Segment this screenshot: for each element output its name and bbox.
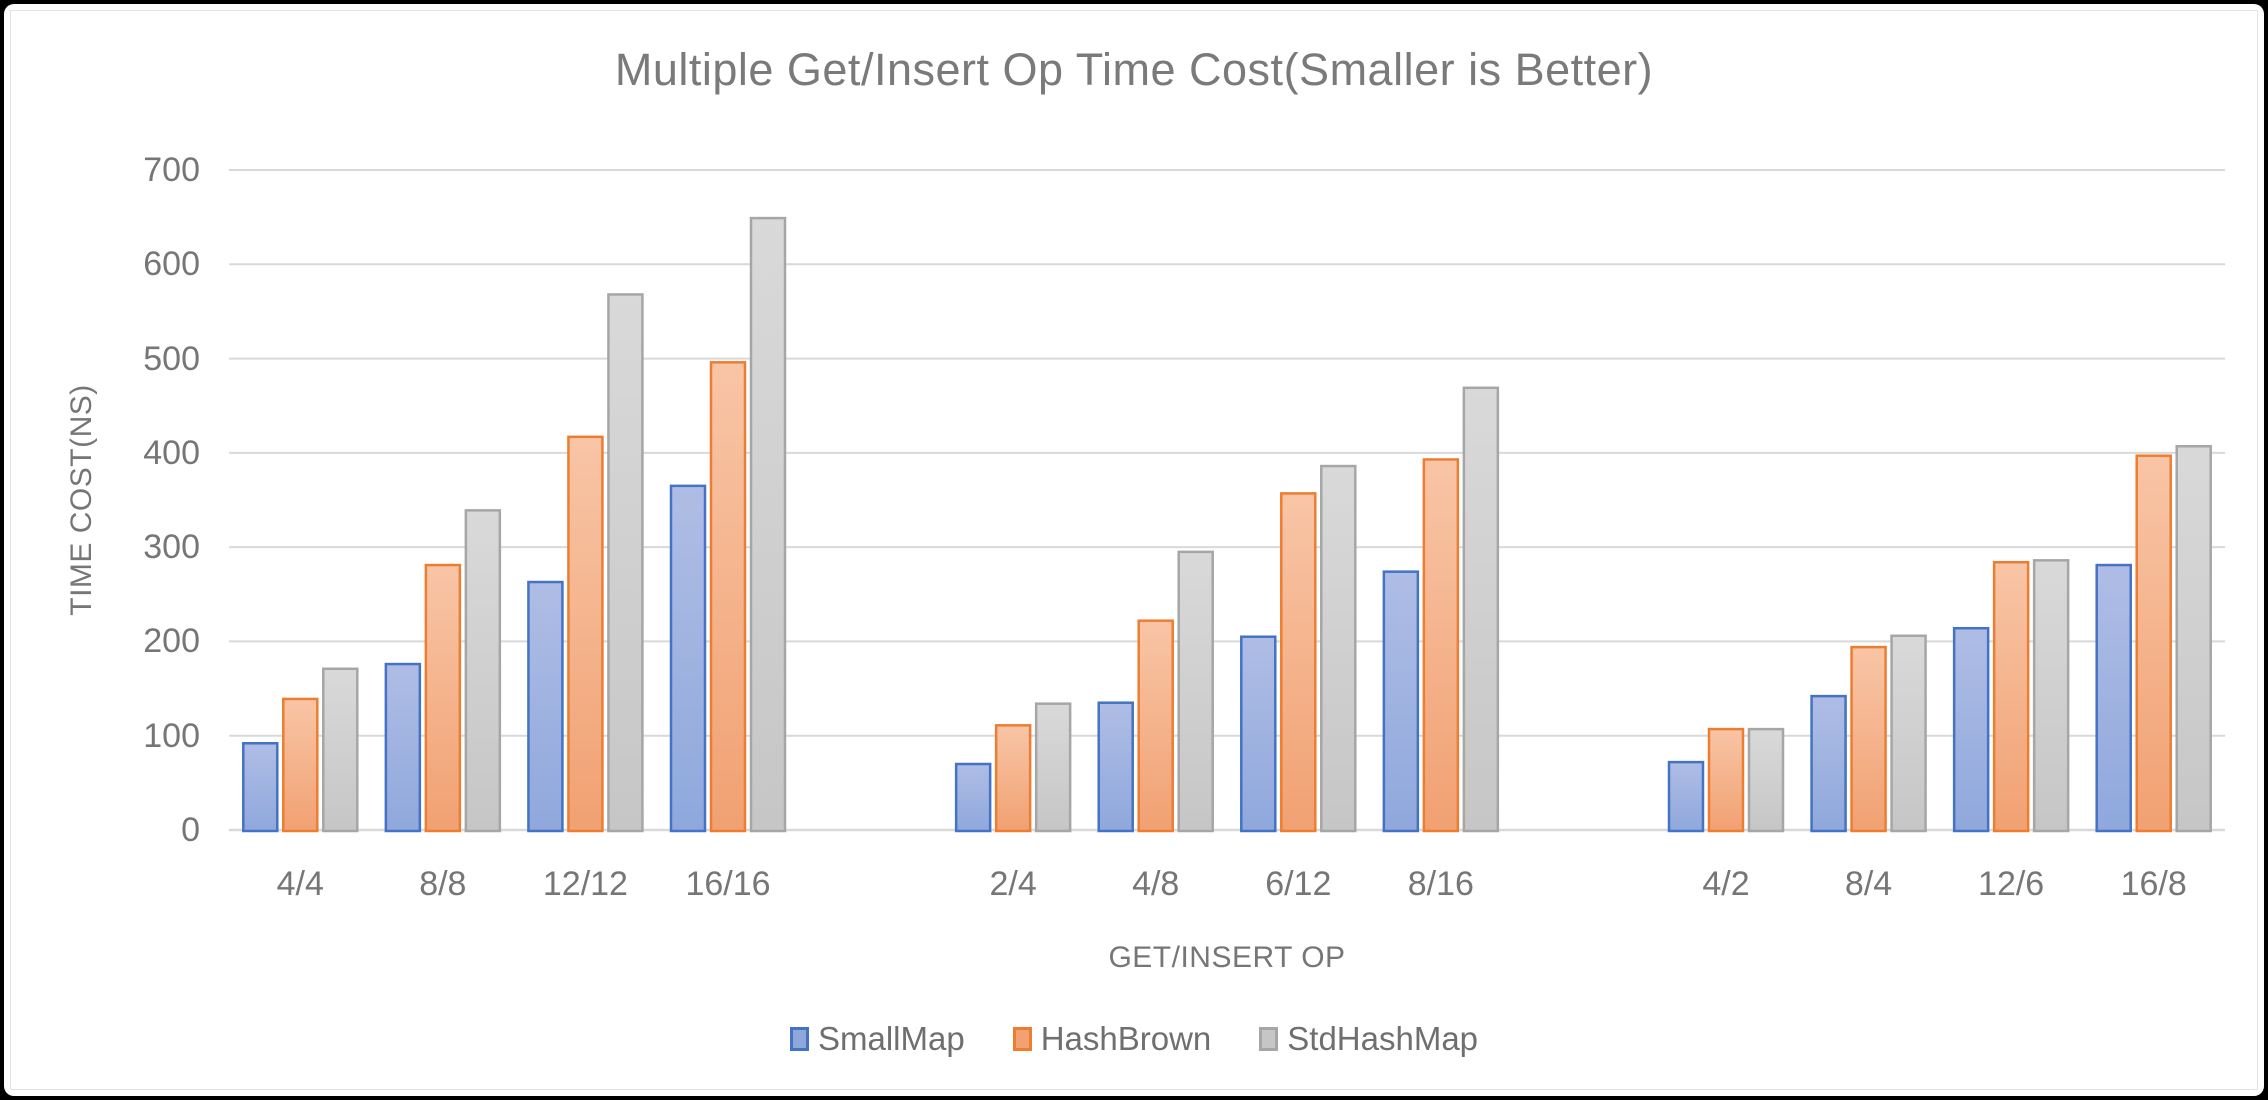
y-axis-title: TIME COST(NS) (65, 384, 98, 616)
chart-canvas (4, 4, 2264, 1096)
bar-hashbrown-16/16 (709, 361, 747, 833)
bar-stdhashmap-16/16 (749, 216, 787, 833)
x-tick-label: 8/16 (1407, 865, 1474, 903)
bar-smallmap-8/16 (1382, 570, 1420, 833)
bar-stdhashmap-8/16 (1462, 386, 1500, 833)
bar-hashbrown-8/16 (1422, 458, 1460, 833)
bar-hashbrown-4/2 (1707, 727, 1745, 833)
bar-stdhashmap-12/6 (2032, 559, 2070, 833)
bar-hashbrown-8/8 (424, 563, 462, 833)
bar-smallmap-8/4 (1810, 694, 1847, 833)
x-tick-label: 16/8 (2120, 865, 2187, 903)
legend-label-smallmap: SmallMap (817, 1020, 965, 1057)
x-tick-label: 4/2 (1702, 865, 1750, 903)
bar-hashbrown-12/6 (1992, 560, 2030, 833)
y-tick-label: 100 (143, 716, 200, 755)
bar-hashbrown-6/12 (1280, 492, 1317, 833)
x-tick-label: 12/6 (1978, 865, 2045, 903)
bar-stdhashmap-4/4 (322, 667, 359, 833)
bar-stdhashmap-4/8 (1177, 550, 1214, 833)
legend-label-stdhashmap: StdHashMap (1287, 1020, 1479, 1057)
bar-hashbrown-12/12 (567, 435, 604, 833)
bar-stdhashmap-12/12 (607, 293, 644, 833)
y-tick-label: 600 (143, 245, 200, 284)
y-tick-label: 700 (143, 151, 200, 189)
legend-label-hashbrown: HashBrown (1040, 1020, 1212, 1057)
bar-hashbrown-2/4 (994, 724, 1032, 833)
bar-hashbrown-4/4 (282, 697, 319, 833)
x-tick-label: 12/12 (542, 865, 628, 903)
bar-stdhashmap-16/8 (2175, 445, 2212, 833)
bar-hashbrown-4/8 (1137, 619, 1174, 833)
bar-smallmap-4/2 (1667, 760, 1705, 833)
legend-item-smallmap: SmallMap (789, 1020, 965, 1058)
x-tick-label: 2/4 (989, 865, 1037, 903)
legend: SmallMap HashBrown StdHashMap (0, 1015, 2268, 1063)
bar-smallmap-2/4 (954, 762, 992, 833)
bar-stdhashmap-6/12 (1320, 464, 1357, 833)
x-tick-label: 8/8 (419, 865, 467, 903)
bar-smallmap-8/8 (384, 662, 422, 833)
bar-stdhashmap-8/8 (464, 509, 502, 833)
bar-smallmap-16/16 (669, 484, 707, 833)
x-tick-label: 16/16 (685, 865, 771, 903)
hashbrown-swatch-icon (1012, 1027, 1032, 1051)
x-tick-label: 6/12 (1265, 865, 1332, 903)
bar-hashbrown-8/4 (1850, 645, 1887, 833)
legend-item-hashbrown: HashBrown (1012, 1020, 1212, 1058)
bar-smallmap-4/8 (1097, 701, 1134, 833)
y-tick-label: 300 (143, 528, 200, 567)
legend-item-stdhashmap: StdHashMap (1259, 1020, 1478, 1058)
chart-title: Multiple Get/Insert Op Time Cost(Smaller… (614, 44, 1654, 95)
smallmap-swatch-icon (789, 1027, 809, 1051)
y-tick-label: 500 (143, 339, 200, 378)
bar-smallmap-12/6 (1952, 626, 1990, 833)
bar-smallmap-12/12 (527, 580, 564, 833)
x-tick-label: 8/4 (1844, 865, 1893, 903)
x-tick-label: 4/4 (276, 865, 324, 903)
bar-stdhashmap-2/4 (1034, 702, 1072, 833)
y-tick-label: 0 (181, 811, 200, 849)
y-tick-label: 400 (143, 433, 200, 472)
bar-stdhashmap-4/2 (1747, 727, 1785, 833)
x-axis-title: GET/INSERT OP (1108, 941, 1346, 974)
y-tick-label: 200 (143, 622, 200, 661)
x-tick-label: 4/8 (1132, 865, 1180, 903)
bar-smallmap-6/12 (1240, 635, 1277, 833)
stdhashmap-swatch-icon (1259, 1027, 1279, 1051)
bar-smallmap-4/4 (242, 742, 279, 833)
bar-smallmap-16/8 (2095, 563, 2132, 833)
bar-stdhashmap-8/4 (1890, 634, 1927, 833)
bar-hashbrown-16/8 (2135, 454, 2172, 833)
